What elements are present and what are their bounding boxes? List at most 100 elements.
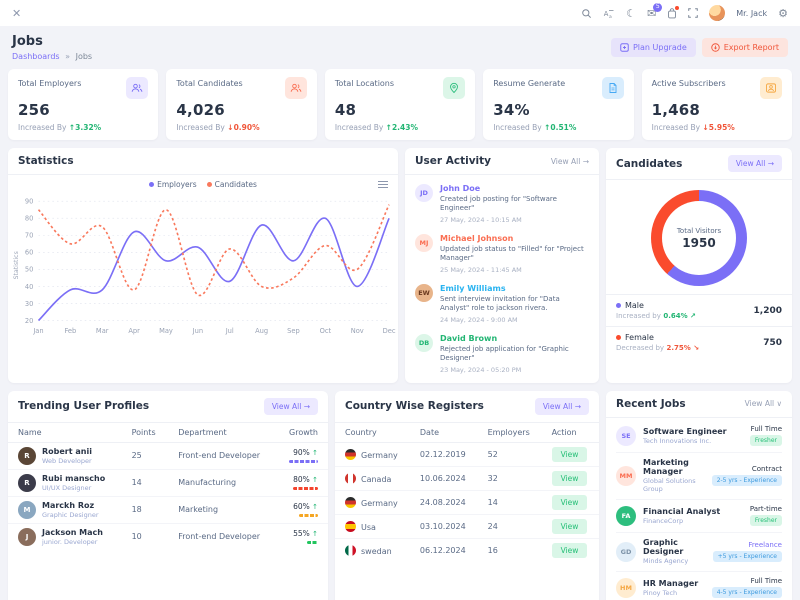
view-button[interactable]: View [551,542,588,558]
candidates-view-all[interactable]: View All → [727,155,782,172]
up-arrow-icon: ↑ [312,530,318,539]
activity-user-name[interactable]: John Doe [440,184,481,193]
legend-item-candidates[interactable]: Candidates [206,179,257,189]
activity-user-name[interactable]: David Brown [440,333,498,343]
legend-dot [206,181,212,187]
breadcrumb: Dashboards » Jobs [12,52,92,61]
shopping-bag-icon[interactable] [667,5,680,19]
stat-card-total-candidates: Total Candidates 4,026 Increased By ↓0.9… [166,69,317,140]
donut-center-value: 1950 [682,235,716,250]
fullscreen-icon[interactable] [688,8,699,18]
stat-label: Active Subscribers [651,79,726,88]
svg-text:50: 50 [25,266,34,274]
trending-view-all[interactable]: View All → [263,397,318,415]
activity-user-name[interactable]: Michael Johnson [440,233,514,243]
legend-dot [149,181,155,187]
view-button[interactable]: View [551,518,588,534]
employers-cell: 16 [487,545,498,555]
legend-label: Employers [157,179,197,189]
profile-cell: R Rubi manscho UI/UX Designer [18,473,112,492]
points-cell: 18 [121,496,169,524]
mail-icon[interactable]: ✉ 5 [647,2,663,19]
table-row[interactable]: R Robert anii Web Developer 25 Front-end Dev… [8,442,328,470]
flag-icon-germany [345,496,356,508]
activity-text: Sent interview invitation for "Data Anal… [440,294,560,313]
chart-menu-icon[interactable] [378,179,388,190]
stat-card-active-subscribers: Active Subscribers 1,468 Increased By ↓5… [641,69,793,140]
job-company: Tech Innovations Inc. [643,436,712,445]
recent-jobs-view-all[interactable]: View All ∨ [744,399,782,408]
job-item[interactable]: FA Financial Analyst FinanceCorp Part-time F… [616,500,782,533]
close-icon[interactable]: ✕ [12,6,22,20]
job-badge: Fresher [749,515,782,526]
points-cell: 14 [121,469,169,497]
table-row[interactable]: Germany 24.08.2024 14 View [335,490,599,515]
country-cell: Usa [335,514,410,539]
avatar: GD [616,541,636,562]
job-company: Global Solutions Group [643,477,696,493]
svg-text:Oct: Oct [320,327,332,335]
export-report-button[interactable]: Export Report [701,38,788,57]
svg-text:Feb: Feb [64,327,76,335]
country-registers-panel: Country Wise Registers View All → Countr… [335,390,599,600]
job-item[interactable]: HM HR Manager Pinoy Tech Full Time 4-5 yrs -… [616,572,782,600]
growth-value: 60% ↑ [293,502,318,512]
activity-item: MJ Michael Johnson Updated job status to "… [415,229,589,279]
donut-center-label: Total Visitors [676,226,722,235]
candidates-donut-chart: Total Visitors 1950 [651,190,747,286]
date-cell: 02.12.2019 [409,442,478,467]
job-item[interactable]: MM Marketing Manager Global Solutions Grou… [616,453,782,500]
user-activity-view-all[interactable]: View All → [550,156,589,166]
plan-upgrade-button[interactable]: Plan Upgrade [610,38,696,57]
country-cell: Germany [335,490,410,515]
breadcrumb-dashboards[interactable]: Dashboards [12,52,60,61]
table-row[interactable]: swedan 06.12.2024 16 View [335,538,599,562]
points-cell: 25 [121,442,169,470]
user-avatar[interactable] [709,5,726,21]
legend-label: Candidates [214,179,257,189]
job-type: Full Time [750,425,782,433]
legend-item-employers[interactable]: Employers [149,180,197,189]
job-badge: +5 yrs - Experience [712,551,782,562]
job-title: Software Engineer [643,426,727,436]
column-header: Action [541,422,599,443]
table-row[interactable]: Canada 10.06.2024 32 View [335,466,599,491]
flag-icon-mexico [345,544,356,556]
user-activity-title: User Activity [415,155,492,167]
search-icon[interactable] [581,8,592,19]
table-row[interactable]: Germany 02.12.2019 52 View [335,442,599,467]
legend-dot [616,335,621,340]
table-row[interactable]: J Jackson Mach junior. Developer 10 Front-en… [8,523,328,550]
slice-value: 1,200 [753,305,782,316]
table-row[interactable]: R Rubi manscho UI/UX Designer 14 Manufacturi… [8,469,328,497]
dark-mode-icon[interactable]: ☾ [626,6,637,20]
department-cell: Front-end Developer [178,532,261,541]
country-view-all[interactable]: View All → [534,397,589,415]
flag-icon-canada [345,472,356,484]
profile-role: Graphic Designer [42,510,99,519]
activity-text: Created job posting for "Software Engine… [440,195,557,213]
job-title: Graphic Designer [643,538,684,556]
settings-gear-icon[interactable]: ⚙ [778,6,788,20]
view-button[interactable]: View [551,446,588,462]
stat-cards-row: Total Employers 256 Increased By ↑3.32% … [8,69,793,140]
job-title: Financial Analyst [643,506,721,516]
job-item[interactable]: SE Software Engineer Tech Innovations Inc.… [616,420,782,453]
activity-user-name[interactable]: Emily Williams [440,283,506,293]
country-cell: Canada [335,466,410,491]
table-row[interactable]: Usa 03.10.2024 24 View [335,514,599,539]
svg-text:Aug: Aug [255,327,268,335]
svg-text:May: May [159,327,173,335]
recent-jobs-panel: Recent Jobs View All ∨ SE Software Engine… [606,390,792,600]
stat-label: Total Locations [334,79,395,88]
activity-item: EW Emily Williams Sent interview invitatio… [415,279,589,329]
svg-text:90: 90 [25,198,34,206]
view-button[interactable]: View [551,494,588,510]
view-button[interactable]: View [551,470,588,486]
table-row[interactable]: M Marckh Roz Graphic Designer 18 Marketing 60… [8,496,328,524]
job-item[interactable]: GD Graphic Designer Minds Agency Freelance +… [616,533,782,572]
stat-card-total-employers: Total Employers 256 Increased By ↑3.32% [8,69,159,140]
series-employers [37,217,390,322]
